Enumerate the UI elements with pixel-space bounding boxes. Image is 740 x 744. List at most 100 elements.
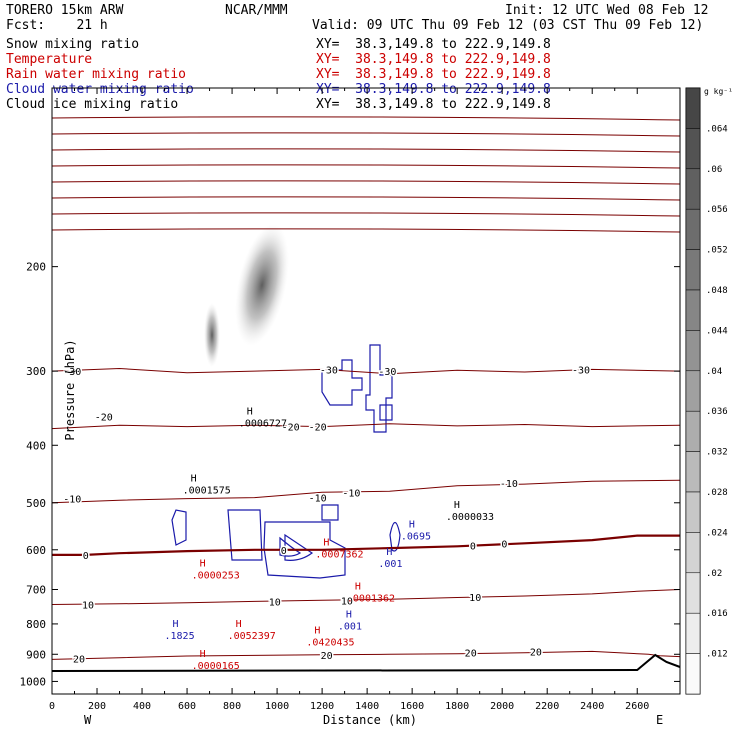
x-tick-label: 400 [133, 701, 151, 712]
colorbar-tick-label: .044 [706, 326, 728, 336]
cloud-water-contours [171, 344, 401, 579]
colorbar-swatch [685, 572, 701, 614]
field-name-rain: Rain water mixing ratio [6, 67, 186, 82]
temperature-contour [52, 589, 680, 605]
x-tick-label: 1000 [265, 701, 289, 712]
field-xy-rain: XY= 38.3,149.8 to 222.9,149.8 [316, 67, 551, 82]
y-tick-label: 700 [26, 584, 46, 597]
y-tick-label: 900 [26, 648, 46, 661]
colorbar-swatch [685, 653, 701, 695]
field-xy-cloudice: XY= 38.3,149.8 to 222.9,149.8 [316, 97, 551, 112]
temperature-contour [52, 650, 680, 660]
max-marker-h: H [236, 619, 242, 630]
y-tick-label: 1000 [20, 675, 47, 688]
max-marker-value: .0052397 [228, 631, 276, 642]
x-tick-label: 1800 [445, 701, 469, 712]
y-tick-label: 300 [26, 365, 46, 378]
colorbar-tick-label: .048 [706, 286, 728, 296]
temperature-contour-label: 20 [321, 651, 333, 662]
temperature-contour-label: 10 [341, 597, 353, 608]
temperature-contour-aloft [52, 164, 680, 169]
cloud-water-contour [279, 536, 302, 557]
max-marker-value: .001 [378, 559, 402, 570]
colorbar-swatch [685, 370, 701, 412]
temperature-contour-label: 20 [73, 655, 85, 666]
colorbar-tick-label: .064 [706, 124, 728, 134]
temperature-contour-aloft [52, 116, 680, 121]
temperature-contour-label: -20 [95, 413, 113, 424]
temperature-contour-label: -10 [63, 495, 81, 506]
temperature-contour-label: 10 [469, 593, 481, 604]
max-marker-value: .0001575 [183, 485, 231, 496]
colorbar-swatch [685, 532, 701, 574]
temperature-contour [52, 423, 680, 430]
init-time: Init: 12 UTC Wed 08 Feb 12 [505, 3, 709, 18]
x-tick-label: 2600 [625, 701, 649, 712]
temperature-contour-aloft [52, 148, 680, 153]
field-xy-cloudwater: XY= 38.3,149.8 to 222.9,149.8 [316, 82, 551, 97]
temperature-contour-label: -20 [282, 423, 300, 434]
max-marker-h: H [200, 649, 206, 660]
x-tick-label: 0 [49, 701, 55, 712]
max-marker-h: H [200, 558, 206, 569]
temperature-contour-label: 0 [281, 546, 287, 557]
colorbar-swatch [685, 128, 701, 170]
max-marker-h: H [409, 519, 415, 530]
plot-area: -30 -30 -30 -30 -20 -20 -20 -10 -10 -10 -10 0 0 0 0 10 1… [52, 116, 680, 672]
colorbar-swatch [685, 491, 701, 533]
colorbar-swatch [685, 410, 701, 452]
cloud-water-contour [284, 533, 314, 561]
x-tick-label: 2000 [490, 701, 514, 712]
cloud-water-contour [365, 344, 393, 433]
max-marker-value: .001 [338, 621, 362, 632]
temperature-contour-label: 20 [465, 648, 477, 659]
colorbar-swatch [685, 87, 701, 129]
x-tick-label: 1200 [310, 701, 334, 712]
max-marker-h: H [386, 547, 392, 558]
temperature-contour-label: -10 [500, 479, 518, 490]
colorbar-swatch [685, 289, 701, 331]
x-axis-label: Distance (km) [323, 713, 417, 727]
temperature-contour [52, 534, 680, 557]
temperature-contour-label: -10 [309, 494, 327, 505]
max-marker-h: H [173, 619, 179, 630]
x-tick-label: 800 [223, 701, 241, 712]
x-tick-label: 1400 [355, 701, 379, 712]
colorbar-swatch [685, 249, 701, 291]
max-marker-value: .0695 [401, 531, 431, 542]
temperature-contour-label: 0 [83, 551, 89, 562]
terrain-line [52, 653, 680, 672]
max-marker-value: .0006727 [239, 419, 287, 430]
colorbar-tick-label: .056 [706, 205, 728, 215]
field-xy-temperature: XY= 38.3,149.8 to 222.9,149.8 [316, 52, 551, 67]
colorbar-tick-label: .02 [706, 569, 722, 579]
valid-time: Valid: 09 UTC Thu 09 Feb 12 (03 CST Thu … [312, 18, 703, 33]
colorbar-tick-label: .032 [706, 448, 728, 458]
colorbar-tick-label: .04 [706, 367, 722, 377]
max-marker-h: H [346, 609, 352, 620]
colorbar-swatch [685, 451, 701, 493]
temperature-contour-label: 10 [269, 597, 281, 608]
field-name-temperature: Temperature [6, 52, 92, 67]
max-marker-value: .0001362 [347, 594, 395, 605]
x-tick-label: 1600 [400, 701, 424, 712]
max-marker-value: .0000033 [446, 512, 494, 523]
field-name-cloudice: Cloud ice mixing ratio [6, 97, 178, 112]
temperature-contour-aloft [52, 212, 680, 217]
temperature-contour-label: -20 [309, 423, 327, 434]
temperature-contour-label: -30 [572, 365, 590, 376]
cloud-water-contour [321, 359, 363, 406]
x-tick-label: 2200 [535, 701, 559, 712]
temperature-contour [52, 479, 680, 504]
temperature-contour [52, 367, 680, 375]
colorbar-tick-label: .016 [706, 609, 728, 619]
snow-shading-lower [204, 303, 220, 367]
cloud-water-contour [389, 521, 401, 552]
colorbar-tick-label: .06 [706, 165, 722, 175]
colorbar-tick-label: .052 [706, 246, 728, 256]
max-marker-h: H [454, 500, 460, 511]
max-marker-value: .0420435 [306, 637, 354, 648]
temperature-contour-label: 0 [501, 539, 507, 550]
colorbar-tick-label: .028 [706, 488, 728, 498]
